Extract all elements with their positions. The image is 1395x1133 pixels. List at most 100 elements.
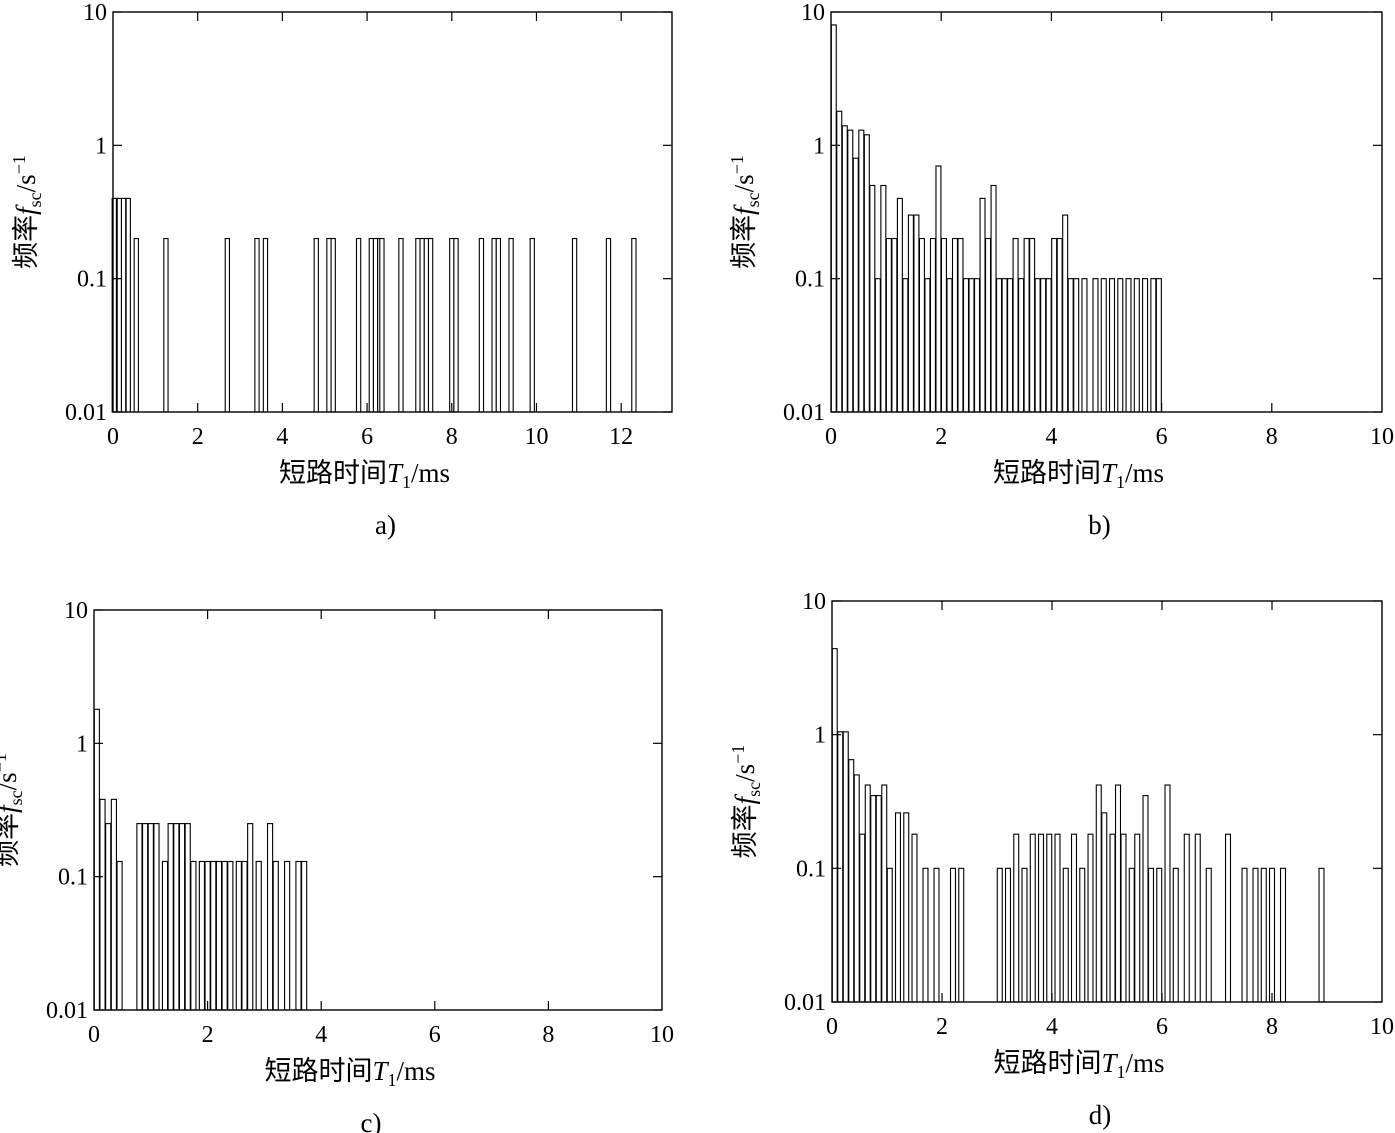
y-axis-title-unit: /s — [730, 764, 760, 782]
histogram-bar — [254, 237, 260, 413]
histogram-bar — [116, 197, 123, 413]
histogram-bar — [1260, 867, 1267, 1003]
histogram-bar — [852, 157, 859, 413]
histogram-bar — [1023, 237, 1030, 413]
y-axis-title-subscript: sc — [6, 790, 26, 805]
y-tick-label: 10 — [802, 589, 826, 615]
histogram-bar — [142, 823, 149, 1011]
histogram-bar — [153, 823, 160, 1011]
histogram-bar — [1070, 833, 1078, 1003]
x-tick-label: 10 — [524, 424, 548, 450]
histogram-bar — [836, 110, 843, 413]
y-axis-title: 频率fsc/s−1 — [0, 753, 26, 867]
x-axis-title-variable: T — [387, 458, 404, 488]
histogram-bar — [1007, 278, 1014, 413]
histogram-bar — [940, 237, 947, 413]
y-tick-label: 0.01 — [65, 400, 107, 426]
histogram-bar — [831, 648, 838, 1003]
histogram-bar — [120, 197, 127, 413]
x-tick-label: 6 — [361, 424, 373, 450]
histogram-bar — [1318, 867, 1325, 1003]
x-axis-title-unit: /ms — [1125, 458, 1164, 488]
y-axis-title-subscript: sc — [25, 192, 45, 207]
y-axis-title-variable: f — [11, 204, 41, 215]
histogram-bar — [133, 237, 139, 413]
x-tick-label: 10 — [650, 1022, 674, 1048]
histogram-bar — [423, 237, 430, 413]
histogram-bar — [1156, 867, 1163, 1003]
histogram-bar — [1067, 278, 1074, 413]
x-axis-title-text: 短路时间 — [279, 458, 387, 488]
histogram-bar — [837, 731, 844, 1003]
x-tick-label: 6 — [1156, 1014, 1168, 1040]
histogram-bar — [1054, 833, 1061, 1003]
histogram-bar — [1133, 278, 1140, 413]
x-axis-title-subscript: 1 — [1116, 472, 1125, 492]
histogram-bar — [491, 237, 497, 413]
x-axis-title-variable: T — [1101, 1048, 1118, 1078]
histogram-bar — [419, 237, 425, 413]
histogram-bar — [886, 867, 893, 1003]
histogram-bar — [929, 237, 936, 413]
histogram-bar — [1101, 812, 1108, 1003]
histogram-bar — [1004, 867, 1012, 1003]
x-axis-title-variable: T — [1101, 458, 1118, 488]
histogram-bar — [935, 165, 942, 413]
histogram-bar — [326, 237, 332, 413]
histogram-bar — [262, 237, 269, 413]
x-tick-label: 0 — [107, 424, 119, 450]
histogram-bar — [173, 823, 180, 1011]
x-axis-title-unit: /ms — [397, 1056, 436, 1086]
histogram-bar — [1108, 278, 1116, 413]
panel-caption: a) — [375, 510, 396, 540]
histogram-bar — [1021, 867, 1028, 1003]
x-axis-title-text: 短路时间 — [264, 1056, 372, 1086]
y-tick-label: 10 — [83, 0, 107, 26]
x-axis-title-text: 短路时间 — [993, 458, 1101, 488]
histogram-bar — [495, 237, 502, 413]
y-axis-title: 频率fsc/s−1 — [9, 155, 45, 269]
x-tick-label: 8 — [446, 424, 458, 450]
y-axis-title-unit: /s — [11, 174, 41, 192]
x-axis-title-unit: /ms — [411, 458, 450, 488]
histogram-bar — [922, 867, 929, 1003]
histogram-bar — [478, 237, 485, 413]
histogram-bar — [398, 237, 404, 413]
histogram-bar — [1037, 833, 1045, 1003]
histogram-bar — [284, 860, 291, 1011]
histogram-bar — [1109, 833, 1116, 1003]
histogram-bar — [161, 860, 169, 1011]
y-tick-label: 1 — [814, 723, 826, 749]
x-tick-label: 0 — [88, 1022, 100, 1048]
x-axis-title-subscript: 1 — [402, 472, 411, 492]
histogram-bar — [184, 823, 191, 1011]
y-tick-label: 0.01 — [783, 400, 825, 426]
histogram-bar — [301, 860, 308, 1011]
histogram-bar — [1224, 833, 1232, 1003]
y-axis-title-unit: /s — [0, 772, 22, 790]
histogram-bar — [1079, 867, 1086, 1003]
histogram-bar — [1117, 278, 1124, 413]
histogram-bar — [1100, 278, 1107, 413]
histogram-bar — [1194, 833, 1201, 1003]
histogram-bar — [1051, 237, 1058, 413]
histogram-bar — [99, 798, 106, 1011]
plot-frame — [831, 600, 1383, 1003]
y-axis-title-superscript: −1 — [727, 155, 747, 174]
y-axis-title-text: 频率 — [11, 215, 41, 269]
histogram-bar — [247, 823, 254, 1011]
histogram-bar — [221, 860, 228, 1011]
histogram-bar — [874, 278, 881, 413]
histogram-bar — [1056, 237, 1063, 413]
histogram-bar — [415, 237, 421, 413]
histogram-bar — [1268, 867, 1276, 1003]
y-axis-title: 频率fsc/s−1 — [727, 155, 763, 269]
histogram-bar — [105, 823, 112, 1011]
histogram-bar — [136, 823, 143, 1011]
histogram-bar — [841, 125, 848, 413]
x-tick-label: 8 — [1266, 1014, 1278, 1040]
histogram-bar — [1114, 784, 1122, 1003]
histogram-bar — [1062, 867, 1069, 1003]
